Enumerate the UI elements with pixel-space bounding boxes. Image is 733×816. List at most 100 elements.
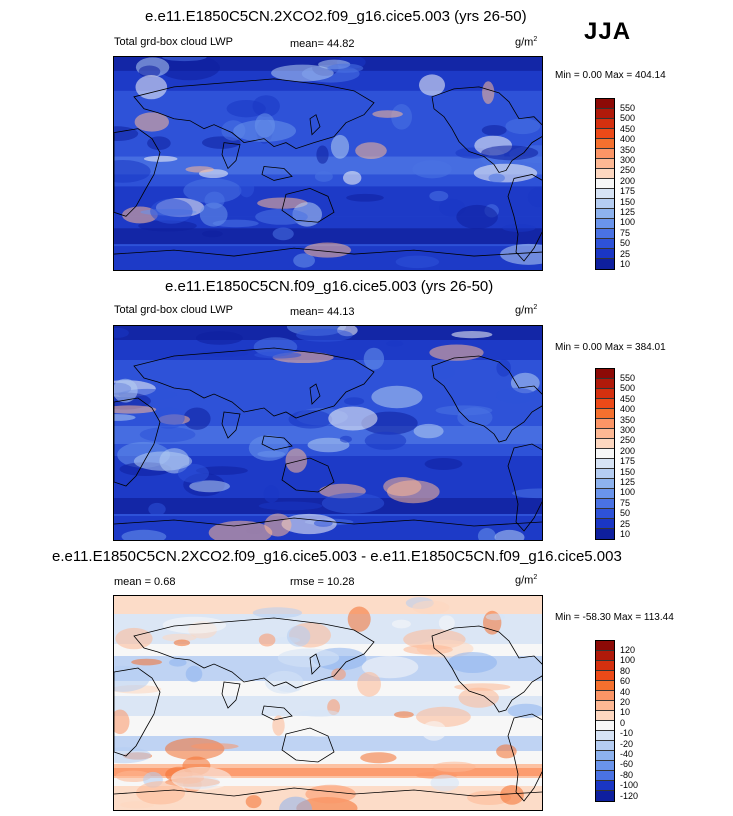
colorbar-tick-label: 200 xyxy=(620,445,636,456)
field-blob xyxy=(258,633,276,647)
field-blob xyxy=(430,774,460,792)
field-blob xyxy=(131,658,162,666)
field-band xyxy=(114,216,542,229)
colorbar-tick-label: 125 xyxy=(620,207,636,218)
field-blob xyxy=(500,243,542,265)
field-blob xyxy=(195,331,243,345)
colorbar-tick-label: 250 xyxy=(620,165,636,176)
field-blob xyxy=(481,124,507,136)
colorbar-tick-label: 400 xyxy=(620,404,636,415)
coastline xyxy=(261,705,293,721)
colorbar-tick-label: 0 xyxy=(620,717,626,728)
field-blob xyxy=(135,75,168,100)
panel-3-colorbar xyxy=(595,640,615,802)
field-blob xyxy=(272,227,294,241)
field-blob xyxy=(114,160,151,183)
colorbar-swatch xyxy=(596,671,614,681)
field-blob xyxy=(363,347,385,370)
field-blob xyxy=(321,492,385,514)
panel-3-rmse-label: rmse = 10.28 xyxy=(290,576,355,588)
field-blob xyxy=(252,607,303,619)
colorbar-swatch xyxy=(596,741,614,751)
coastline xyxy=(221,681,241,709)
colorbar-swatch xyxy=(596,641,614,651)
field-blob xyxy=(185,166,214,173)
field-blob xyxy=(344,397,365,406)
panel-3-units: g/m2 xyxy=(515,574,538,587)
colorbar-tick-label: 120 xyxy=(620,645,636,655)
season-label: JJA xyxy=(584,18,632,45)
colorbar-tick-label: 450 xyxy=(620,393,636,404)
field-blob xyxy=(327,63,364,73)
colorbar-tick-label: 40 xyxy=(620,686,631,697)
field-blob xyxy=(208,520,273,540)
colorbar-swatch xyxy=(596,249,614,259)
colorbar-swatch xyxy=(596,519,614,529)
panel-3-mean-label: mean = 0.68 xyxy=(114,576,176,588)
field-blob xyxy=(421,721,447,741)
colorbar-swatch xyxy=(596,219,614,229)
field-blob xyxy=(305,784,356,804)
panel-1-minmax: Min = 0.00 Max = 404.14 xyxy=(555,70,666,81)
colorbar-tick-label: 200 xyxy=(620,175,636,186)
colorbar-swatch xyxy=(596,409,614,419)
panel-1-variable-label: Total grd-box cloud LWP xyxy=(114,36,234,48)
colorbar-swatch xyxy=(596,771,614,781)
field-blob xyxy=(386,340,404,347)
colorbar-swatch xyxy=(596,761,614,771)
field-blob xyxy=(245,795,262,809)
field-blob xyxy=(432,366,456,379)
coastline xyxy=(431,86,542,173)
colorbar-tick-label: 100 xyxy=(620,217,636,228)
coastline xyxy=(221,142,241,170)
field-blob xyxy=(189,480,230,493)
colorbar-tick-label: 400 xyxy=(620,134,636,145)
field-blob xyxy=(412,600,450,615)
panel-1-mean-label: mean= 44.82 xyxy=(290,38,355,50)
field-blob xyxy=(512,488,542,499)
field-blob xyxy=(169,658,187,667)
field-blob xyxy=(150,198,193,224)
panel-2-title: e.e11.E1850C5CN.f09_g16.cice5.003 (yrs 2… xyxy=(165,278,494,295)
coastline xyxy=(309,383,321,405)
colorbar-swatch xyxy=(596,751,614,761)
field-blob xyxy=(185,665,203,683)
field-blob xyxy=(139,426,196,443)
colorbar-swatch xyxy=(596,209,614,219)
panel-2-variable-label: Total grd-box cloud LWP xyxy=(114,304,234,316)
colorbar-tick-label: 10 xyxy=(620,529,631,540)
coastline xyxy=(114,517,542,527)
field-blob xyxy=(183,407,211,430)
panel-2-minmax: Min = 0.00 Max = 384.01 xyxy=(555,342,666,353)
colorbar-swatch xyxy=(596,139,614,149)
field-blob xyxy=(278,685,301,693)
colorbar-swatch xyxy=(596,509,614,519)
field-blob xyxy=(114,405,157,414)
field-blob xyxy=(233,119,296,142)
field-blob xyxy=(482,81,495,104)
colorbar-swatch xyxy=(596,169,614,179)
colorbar-swatch xyxy=(596,651,614,661)
field-blob xyxy=(495,387,537,404)
field-blob xyxy=(199,202,228,227)
colorbar-swatch xyxy=(596,681,614,691)
colorbar-swatch xyxy=(596,379,614,389)
field-blob xyxy=(424,458,463,470)
colorbar-tick-label: -20 xyxy=(620,738,634,749)
field-blob xyxy=(115,627,153,650)
colorbar-swatch xyxy=(596,399,614,409)
field-blob xyxy=(429,344,484,361)
field-blob xyxy=(264,513,292,537)
field-blob xyxy=(458,687,499,708)
coastline xyxy=(309,653,321,675)
colorbar-tick-label: 175 xyxy=(620,186,636,197)
field-blob xyxy=(496,744,517,759)
field-blob xyxy=(343,170,362,185)
field-blob xyxy=(394,711,414,718)
coastline xyxy=(114,247,542,257)
colorbar-tick-label: 80 xyxy=(620,665,631,676)
field-blob xyxy=(457,407,493,428)
colorbar-swatch xyxy=(596,449,614,459)
colorbar-tick-label: 150 xyxy=(620,196,636,207)
field-blob xyxy=(120,801,155,809)
